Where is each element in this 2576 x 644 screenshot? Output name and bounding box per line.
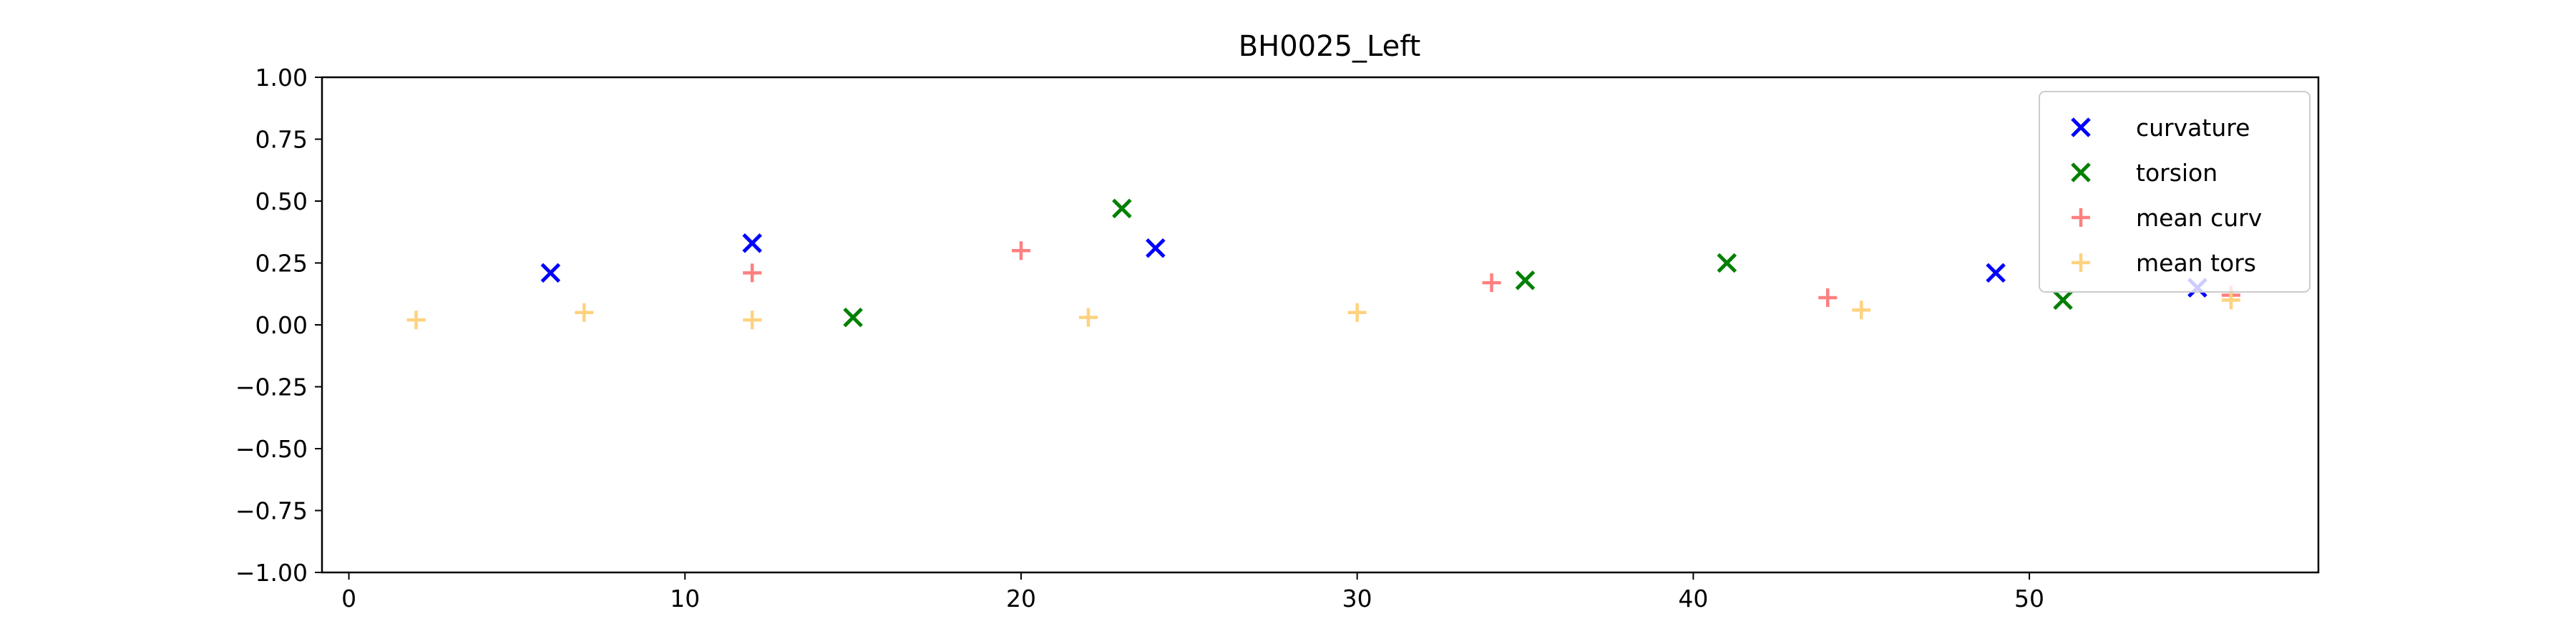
- legend-box: [2039, 91, 2311, 293]
- data-point-mean-tors: [575, 303, 594, 322]
- data-point-mean-tors: [743, 311, 762, 330]
- legend-label-mean-tors: mean tors: [2136, 249, 2256, 277]
- y-tick-label: −0.75: [235, 497, 308, 525]
- legend-marker-mean-curv: [2072, 208, 2090, 227]
- legend-marker-curvature: [2071, 117, 2091, 137]
- legend-label-torsion: torsion: [2136, 159, 2218, 187]
- y-tick-label: −0.25: [235, 374, 308, 401]
- x-tick-label: 20: [1006, 585, 1036, 613]
- data-point-mean-curv: [1482, 273, 1501, 293]
- data-point-mean-tors: [1347, 303, 1367, 322]
- legend-marker-mean-tors: [2072, 253, 2090, 272]
- y-tick-label: 0.25: [255, 250, 308, 278]
- data-point-torsion: [2053, 290, 2073, 311]
- data-point-mean-tors: [1852, 301, 1871, 320]
- y-tick-label: 0.75: [255, 126, 308, 154]
- legend-marker-torsion: [2071, 162, 2091, 182]
- x-tick-label: 0: [341, 585, 356, 613]
- data-point-torsion: [1112, 198, 1132, 219]
- data-point-torsion: [1717, 253, 1737, 273]
- series-mean-tors: [406, 291, 2240, 330]
- legend-label-mean-curv: mean curv: [2136, 204, 2262, 232]
- data-point-mean-curv: [1818, 288, 1838, 307]
- y-tick-label: 0.50: [255, 187, 308, 215]
- legend: curvature torsion mean curv mean tors: [2039, 91, 2311, 293]
- legend-label-curvature: curvature: [2136, 114, 2250, 142]
- axes-layer: 0 10 20 30 40 50 −1.00 −0.75 −0.50 −0.25 0.00 0.25 0…: [235, 64, 2320, 613]
- data-point-torsion: [1515, 270, 1536, 291]
- y-tick-label: −0.50: [235, 435, 308, 463]
- data-point-mean-tors: [1078, 308, 1098, 327]
- data-point-torsion: [843, 307, 863, 328]
- x-tick-label: 50: [2014, 585, 2044, 613]
- chart-title: BH0025_Left: [1239, 30, 1421, 63]
- data-point-curvature: [1146, 238, 1166, 258]
- data-point-curvature: [1986, 263, 2006, 283]
- y-tick-label: 0.00: [255, 311, 308, 339]
- x-tick-label: 30: [1342, 585, 1372, 613]
- data-point-mean-tors: [406, 311, 426, 330]
- x-tick-label: 40: [1678, 585, 1708, 613]
- series-torsion: [843, 198, 2073, 328]
- data-point-curvature: [742, 233, 762, 253]
- data-point-mean-tors: [2221, 291, 2240, 310]
- data-point-curvature: [540, 263, 561, 283]
- data-point-mean-curv: [1011, 241, 1030, 260]
- y-tick-label: 1.00: [255, 64, 308, 92]
- x-tick-label: 10: [670, 585, 700, 613]
- data-point-mean-curv: [743, 263, 762, 283]
- y-tick-label: −1.00: [235, 559, 308, 587]
